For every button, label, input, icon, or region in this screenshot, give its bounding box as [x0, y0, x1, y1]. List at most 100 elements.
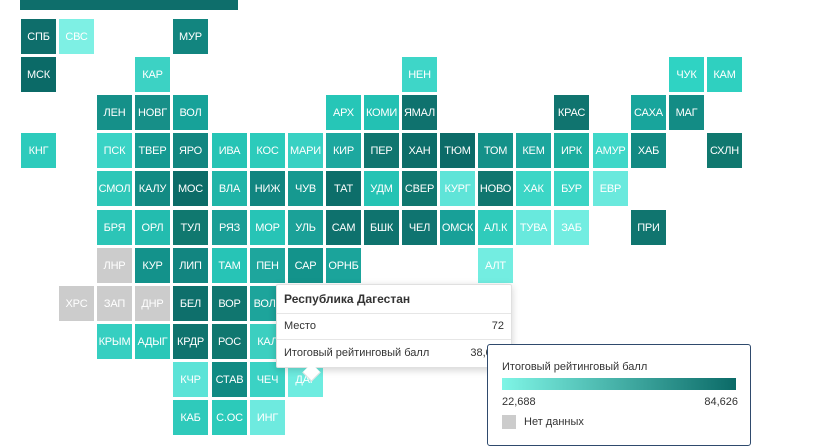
- region-tile-НЕН[interactable]: НЕН: [402, 57, 437, 92]
- region-tile-СТАВ[interactable]: СТАВ: [212, 362, 247, 397]
- region-tooltip: Республика Дагестан Место 72 Итоговый ре…: [276, 284, 512, 382]
- region-tile-ИНГ[interactable]: ИНГ: [250, 400, 285, 435]
- tooltip-divider: [277, 313, 511, 314]
- region-tile-ИВА[interactable]: ИВА: [212, 133, 247, 168]
- region-tile-ПСК[interactable]: ПСК: [97, 133, 132, 168]
- region-tile-САХА[interactable]: САХА: [631, 95, 666, 130]
- region-tile-ПЕР[interactable]: ПЕР: [364, 133, 399, 168]
- region-tile-НОВО[interactable]: НОВО: [478, 171, 513, 206]
- legend-color-scale: [502, 378, 736, 390]
- region-tile-ЛНР[interactable]: ЛНР: [97, 248, 132, 283]
- region-tile-ЗАП[interactable]: ЗАП: [97, 286, 132, 321]
- region-tile-ОРНБ[interactable]: ОРНБ: [326, 248, 361, 283]
- region-tile-КОМИ[interactable]: КОМИ: [364, 95, 399, 130]
- tooltip-title: Республика Дагестан: [284, 292, 411, 306]
- region-tile-СВС[interactable]: СВС: [59, 19, 94, 54]
- region-tile-ЗАБ[interactable]: ЗАБ: [554, 210, 589, 245]
- region-tile-ПРИ[interactable]: ПРИ: [631, 210, 666, 245]
- region-tile-КЕМ[interactable]: КЕМ: [516, 133, 551, 168]
- region-tile-МАГ[interactable]: МАГ: [669, 95, 704, 130]
- region-tile-ЯМАЛ[interactable]: ЯМАЛ: [402, 95, 437, 130]
- tooltip-score-row: Итоговый рейтинговый балл 38,050: [284, 347, 504, 359]
- region-tile-АМУР[interactable]: АМУР: [593, 133, 628, 168]
- region-tile-ТУЛ[interactable]: ТУЛ: [173, 210, 208, 245]
- region-tile-ЛИП[interactable]: ЛИП: [173, 248, 208, 283]
- region-tile-ХРС[interactable]: ХРС: [59, 286, 94, 321]
- region-tile-ПЕН[interactable]: ПЕН: [250, 248, 285, 283]
- region-tile-ВОЛ[interactable]: ВОЛ: [173, 95, 208, 130]
- region-tile-САМ[interactable]: САМ: [326, 210, 361, 245]
- region-tile-РОС[interactable]: РОС: [212, 324, 247, 359]
- region-tile-КУРГ[interactable]: КУРГ: [440, 171, 475, 206]
- region-tile-ЛЕН[interactable]: ЛЕН: [97, 95, 132, 130]
- legend-max-value: 84,626: [704, 396, 738, 408]
- region-tile-ТАМ[interactable]: ТАМ: [212, 248, 247, 283]
- region-tile-БШК[interactable]: БШК: [364, 210, 399, 245]
- region-tile-БЕЛ[interactable]: БЕЛ: [173, 286, 208, 321]
- region-tile-КАБ[interactable]: КАБ: [173, 400, 208, 435]
- region-tile-МОС[interactable]: МОС: [173, 171, 208, 206]
- region-tile-НИЖ[interactable]: НИЖ: [250, 171, 285, 206]
- region-tile-ЧУК[interactable]: ЧУК: [669, 57, 704, 92]
- region-tile-ХАБ[interactable]: ХАБ: [631, 133, 666, 168]
- region-tile-КАЛУ[interactable]: КАЛУ: [135, 171, 170, 206]
- region-tile-АДЫГ[interactable]: АДЫГ: [135, 324, 170, 359]
- region-tile-НОВГ[interactable]: НОВГ: [135, 95, 170, 130]
- region-tile-ТЮМ[interactable]: ТЮМ: [440, 133, 475, 168]
- region-tile-ТОМ[interactable]: ТОМ: [478, 133, 513, 168]
- tooltip-rank-value: 72: [491, 320, 504, 332]
- region-tile-СПБ[interactable]: СПБ: [21, 19, 56, 54]
- region-tile-КАМ[interactable]: КАМ: [707, 57, 742, 92]
- legend-title: Итоговый рейтинговый балл: [502, 361, 648, 373]
- region-tile-САР[interactable]: САР: [288, 248, 323, 283]
- region-tile-МОР[interactable]: МОР: [250, 210, 285, 245]
- region-tile-КНГ[interactable]: КНГ: [21, 133, 56, 168]
- legend-min-value: 22,688: [502, 396, 536, 408]
- region-tile-С.ОС[interactable]: С.ОС: [212, 400, 247, 435]
- region-tile-ТАТ[interactable]: ТАТ: [326, 171, 361, 206]
- region-tile-КРЫМ[interactable]: КРЫМ: [97, 324, 132, 359]
- region-tile-КЧР[interactable]: КЧР: [173, 362, 208, 397]
- region-tile-РЯЗ[interactable]: РЯЗ: [212, 210, 247, 245]
- region-tile-БРЯ[interactable]: БРЯ: [97, 210, 132, 245]
- region-tile-КАР[interactable]: КАР: [135, 57, 170, 92]
- region-tile-СВЕР[interactable]: СВЕР: [402, 171, 437, 206]
- region-tile-ОРЛ[interactable]: ОРЛ: [135, 210, 170, 245]
- legend-no-data-swatch: [502, 415, 516, 429]
- region-tile-КРДР[interactable]: КРДР: [173, 324, 208, 359]
- legend-no-data-label: Нет данных: [524, 416, 584, 428]
- region-tile-АРХ[interactable]: АРХ: [326, 95, 361, 130]
- region-tile-ТУВА[interactable]: ТУВА: [516, 210, 551, 245]
- region-tile-АЛТ[interactable]: АЛТ: [478, 248, 513, 283]
- tooltip-score-label: Итоговый рейтинговый балл: [284, 347, 430, 359]
- region-tile-УДМ[interactable]: УДМ: [364, 171, 399, 206]
- region-tile-КОС[interactable]: КОС: [250, 133, 285, 168]
- region-tile-ТВЕР[interactable]: ТВЕР: [135, 133, 170, 168]
- region-tile-ИРК[interactable]: ИРК: [554, 133, 589, 168]
- region-tile-СХЛН[interactable]: СХЛН: [707, 133, 742, 168]
- tooltip-divider: [277, 339, 511, 340]
- region-tile-МУР[interactable]: МУР: [173, 19, 208, 54]
- region-tile-КУР[interactable]: КУР: [135, 248, 170, 283]
- region-tile-КИР[interactable]: КИР: [326, 133, 361, 168]
- region-tile-АЛ.К[interactable]: АЛ.К: [478, 210, 513, 245]
- region-tile-УЛЬ[interactable]: УЛЬ: [288, 210, 323, 245]
- header-bar: [20, 0, 238, 10]
- region-tile-ЧУВ[interactable]: ЧУВ: [288, 171, 323, 206]
- region-tile-ОМСК[interactable]: ОМСК: [440, 210, 475, 245]
- region-tile-МАРИ[interactable]: МАРИ: [288, 133, 323, 168]
- legend: Итоговый рейтинговый балл 22,688 84,626 …: [487, 344, 751, 446]
- region-tile-ВЛА[interactable]: ВЛА: [212, 171, 247, 206]
- region-tile-ХАН[interactable]: ХАН: [402, 133, 437, 168]
- region-tile-ЕВР[interactable]: ЕВР: [593, 171, 628, 206]
- region-tile-БУР[interactable]: БУР: [554, 171, 589, 206]
- region-tile-ЧЕЛ[interactable]: ЧЕЛ: [402, 210, 437, 245]
- region-tile-СМОЛ[interactable]: СМОЛ: [97, 171, 132, 206]
- region-tile-ХАК[interactable]: ХАК: [516, 171, 551, 206]
- region-tile-ДНР[interactable]: ДНР: [135, 286, 170, 321]
- region-tile-ВОР[interactable]: ВОР: [212, 286, 247, 321]
- region-tile-ЯРО[interactable]: ЯРО: [173, 133, 208, 168]
- tooltip-rank-row: Место 72: [284, 320, 504, 332]
- region-tile-МСК[interactable]: МСК: [21, 57, 56, 92]
- region-tile-КРАС[interactable]: КРАС: [554, 95, 589, 130]
